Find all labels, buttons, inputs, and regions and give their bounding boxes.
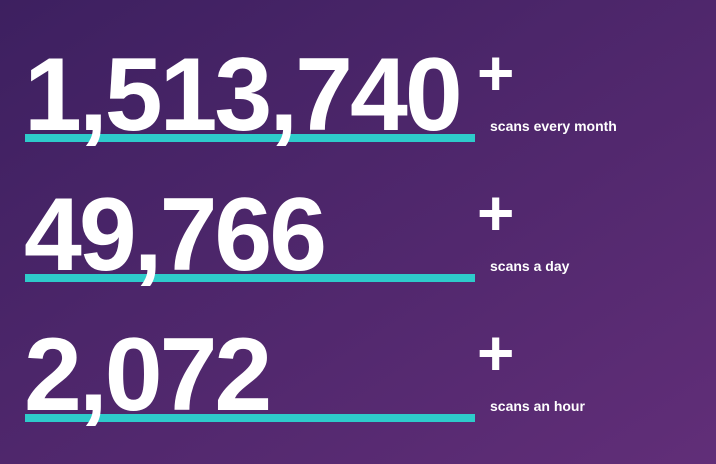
stat-plus: + (477, 177, 514, 249)
stat-value: 49,766 (24, 177, 324, 293)
stat-label: scans every month (490, 118, 617, 134)
stat-value: 2,072 (24, 317, 269, 433)
stat-value: 1,513,740 (24, 37, 460, 153)
underline (25, 414, 475, 422)
stat-plus: + (477, 317, 514, 389)
underline (25, 134, 475, 142)
stat-label: scans a day (490, 258, 570, 274)
stat-label: scans an hour (490, 398, 585, 414)
underline (25, 274, 475, 282)
stat-plus: + (477, 37, 514, 109)
